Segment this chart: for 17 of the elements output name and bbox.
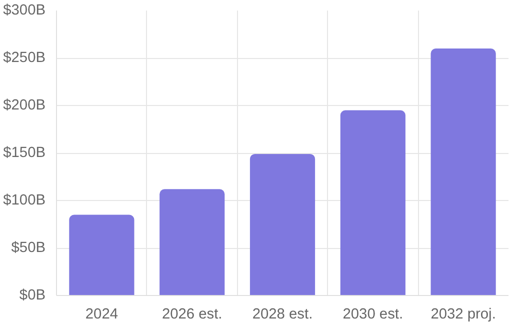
bar [430,48,496,296]
y-tick-label: $200B [3,98,46,114]
x-tick-label: 2030 est. [342,306,404,322]
y-tick-label: $250B [3,50,46,66]
bar [69,214,134,296]
bar [160,189,225,296]
y-tick-label: $150B [3,145,46,161]
x-tick-label: 2026 est. [162,306,222,322]
y-tick-label: $100B [3,192,46,208]
x-tick-label: 2024 [85,306,118,322]
y-tick-label: $300B [3,2,46,18]
bar [340,110,406,296]
y-tick-label: $0B [19,288,46,304]
bar [250,154,316,296]
x-tick-label: 2028 est. [252,306,313,322]
x-tick-label: 2032 proj. [430,306,496,322]
y-tick-label: $50B [11,240,46,256]
